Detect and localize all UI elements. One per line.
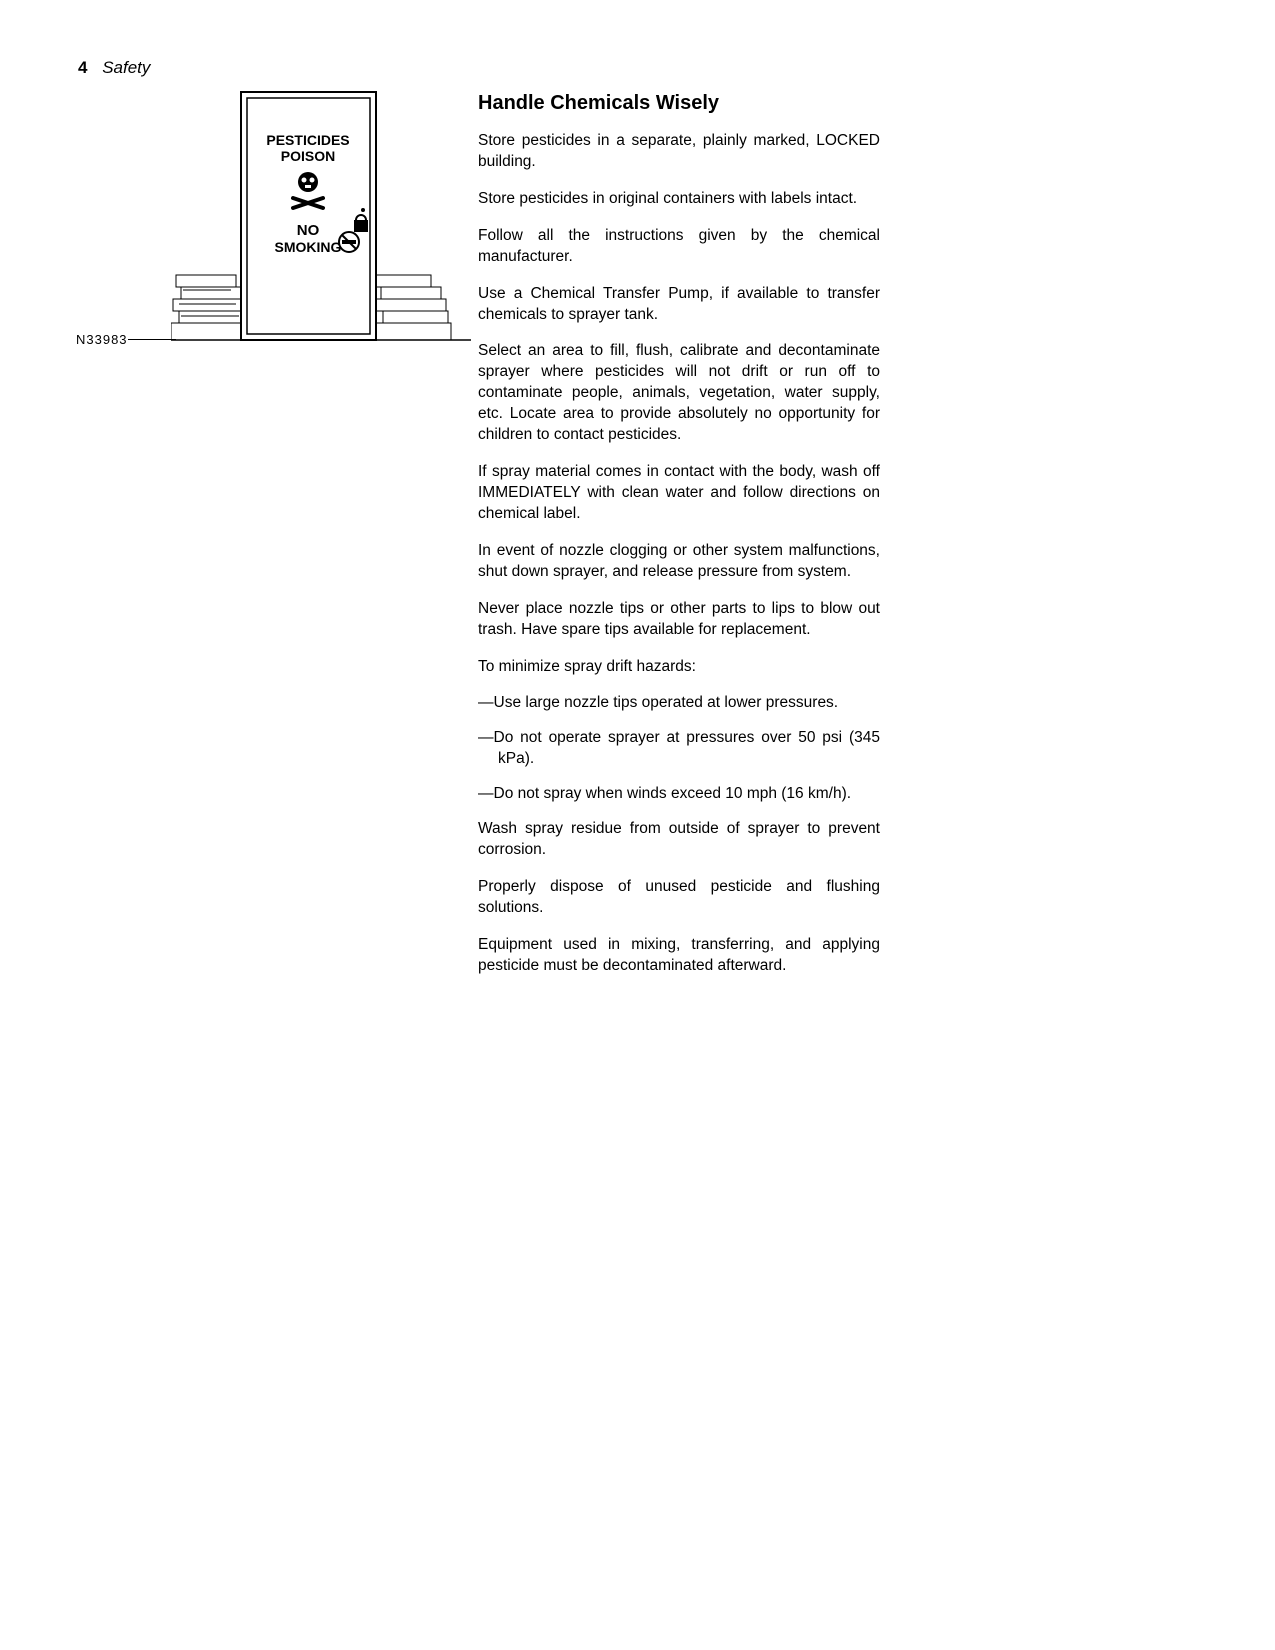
paragraph: Store pesticides in a separate, plainly … xyxy=(478,131,880,173)
list-item: —Use large nozzle tips operated at lower… xyxy=(478,693,880,714)
sign-poison: POISON xyxy=(281,148,335,164)
paragraph: Select an area to fill, flush, calibrate… xyxy=(478,341,880,446)
paragraph: To minimize spray drift hazards: xyxy=(478,657,880,678)
paragraph: Store pesticides in original containers … xyxy=(478,189,880,210)
page-number: 4 xyxy=(78,58,87,77)
sign-no: NO xyxy=(297,222,320,239)
list-item: —Do not operate sprayer at pressures ove… xyxy=(478,728,880,770)
list-item: —Do not spray when winds exceed 10 mph (… xyxy=(478,784,880,805)
paragraph: In event of nozzle clogging or other sys… xyxy=(478,541,880,583)
door-knob-icon xyxy=(361,208,365,212)
sign-pesticides: PESTICIDES xyxy=(266,132,349,148)
paragraph: Properly dispose of unused pesticide and… xyxy=(478,877,880,919)
section-title: Safety xyxy=(102,58,150,77)
figure-label: N33983 xyxy=(76,332,128,347)
paragraph: Never place nozzle tips or other parts t… xyxy=(478,599,880,641)
paragraph: Follow all the instructions given by the… xyxy=(478,226,880,268)
paragraph: Equipment used in mixing, transferring, … xyxy=(478,935,880,977)
paragraph: Wash spray residue from outside of spray… xyxy=(478,819,880,861)
sign-smoking: SMOKING xyxy=(275,239,342,255)
content-heading: Handle Chemicals Wisely xyxy=(478,92,880,115)
storage-building-illustration: PESTICIDES POISON NO SMOKING xyxy=(171,90,471,350)
paragraph: If spray material comes in contact with … xyxy=(478,462,880,525)
paragraph: Use a Chemical Transfer Pump, if availab… xyxy=(478,284,880,326)
figure-storage-building: N33983 PESTICIDES POISON xyxy=(76,90,471,350)
page-header: 4 Safety xyxy=(78,58,150,78)
content-column: Handle Chemicals Wisely Store pesticides… xyxy=(478,92,880,993)
figure-leader-line xyxy=(128,339,176,340)
